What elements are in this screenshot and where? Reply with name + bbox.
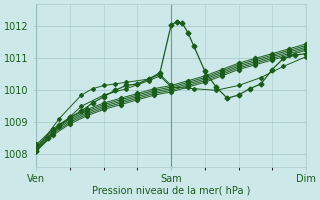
X-axis label: Pression niveau de la mer( hPa ): Pression niveau de la mer( hPa ) xyxy=(92,186,250,196)
